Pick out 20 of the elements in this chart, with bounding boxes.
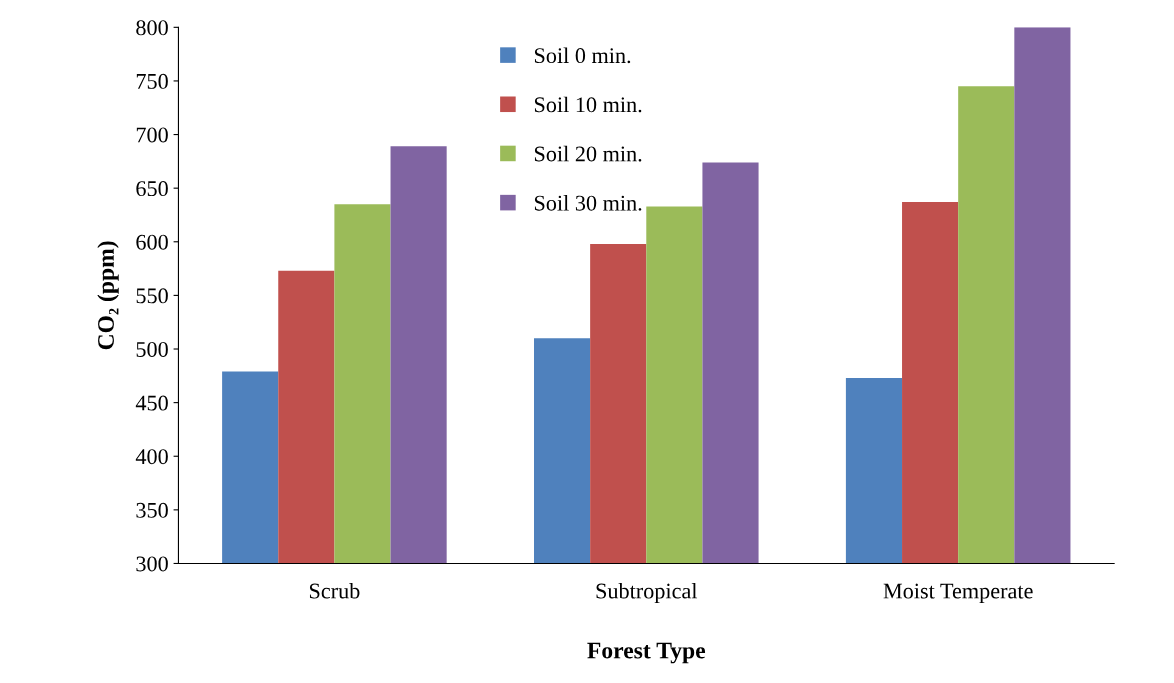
y-tick-label: 750: [136, 73, 168, 89]
y-tick-label: 350: [136, 502, 168, 518]
legend-label: Soil 20 min.: [534, 145, 642, 162]
legend-label: Soil 0 min.: [534, 47, 631, 64]
y-tick-label: 600: [136, 234, 168, 250]
y-tick-label: 400: [135, 449, 168, 465]
x-tick-label: Subtropical: [596, 582, 698, 604]
legend-label: Soil 10 min.: [534, 96, 642, 113]
x-axis-title: Forest Type: [587, 642, 706, 664]
y-tick-label: 700: [136, 127, 168, 143]
y-tick-label: 800: [136, 20, 168, 36]
x-tick-label: Scrub: [309, 582, 360, 599]
y-tick-label: 300: [136, 556, 168, 572]
y-tick-label: 550: [136, 288, 168, 304]
y-tick-label: 650: [136, 181, 168, 197]
x-tick-label: Moist Temperate: [883, 583, 1033, 604]
legend-label: Soil 30 min.: [534, 194, 642, 211]
y-tick-label: 500: [136, 341, 168, 357]
y-axis-title: CO₂ (ppm): [97, 241, 119, 350]
y-tick-label: 450: [135, 395, 168, 411]
